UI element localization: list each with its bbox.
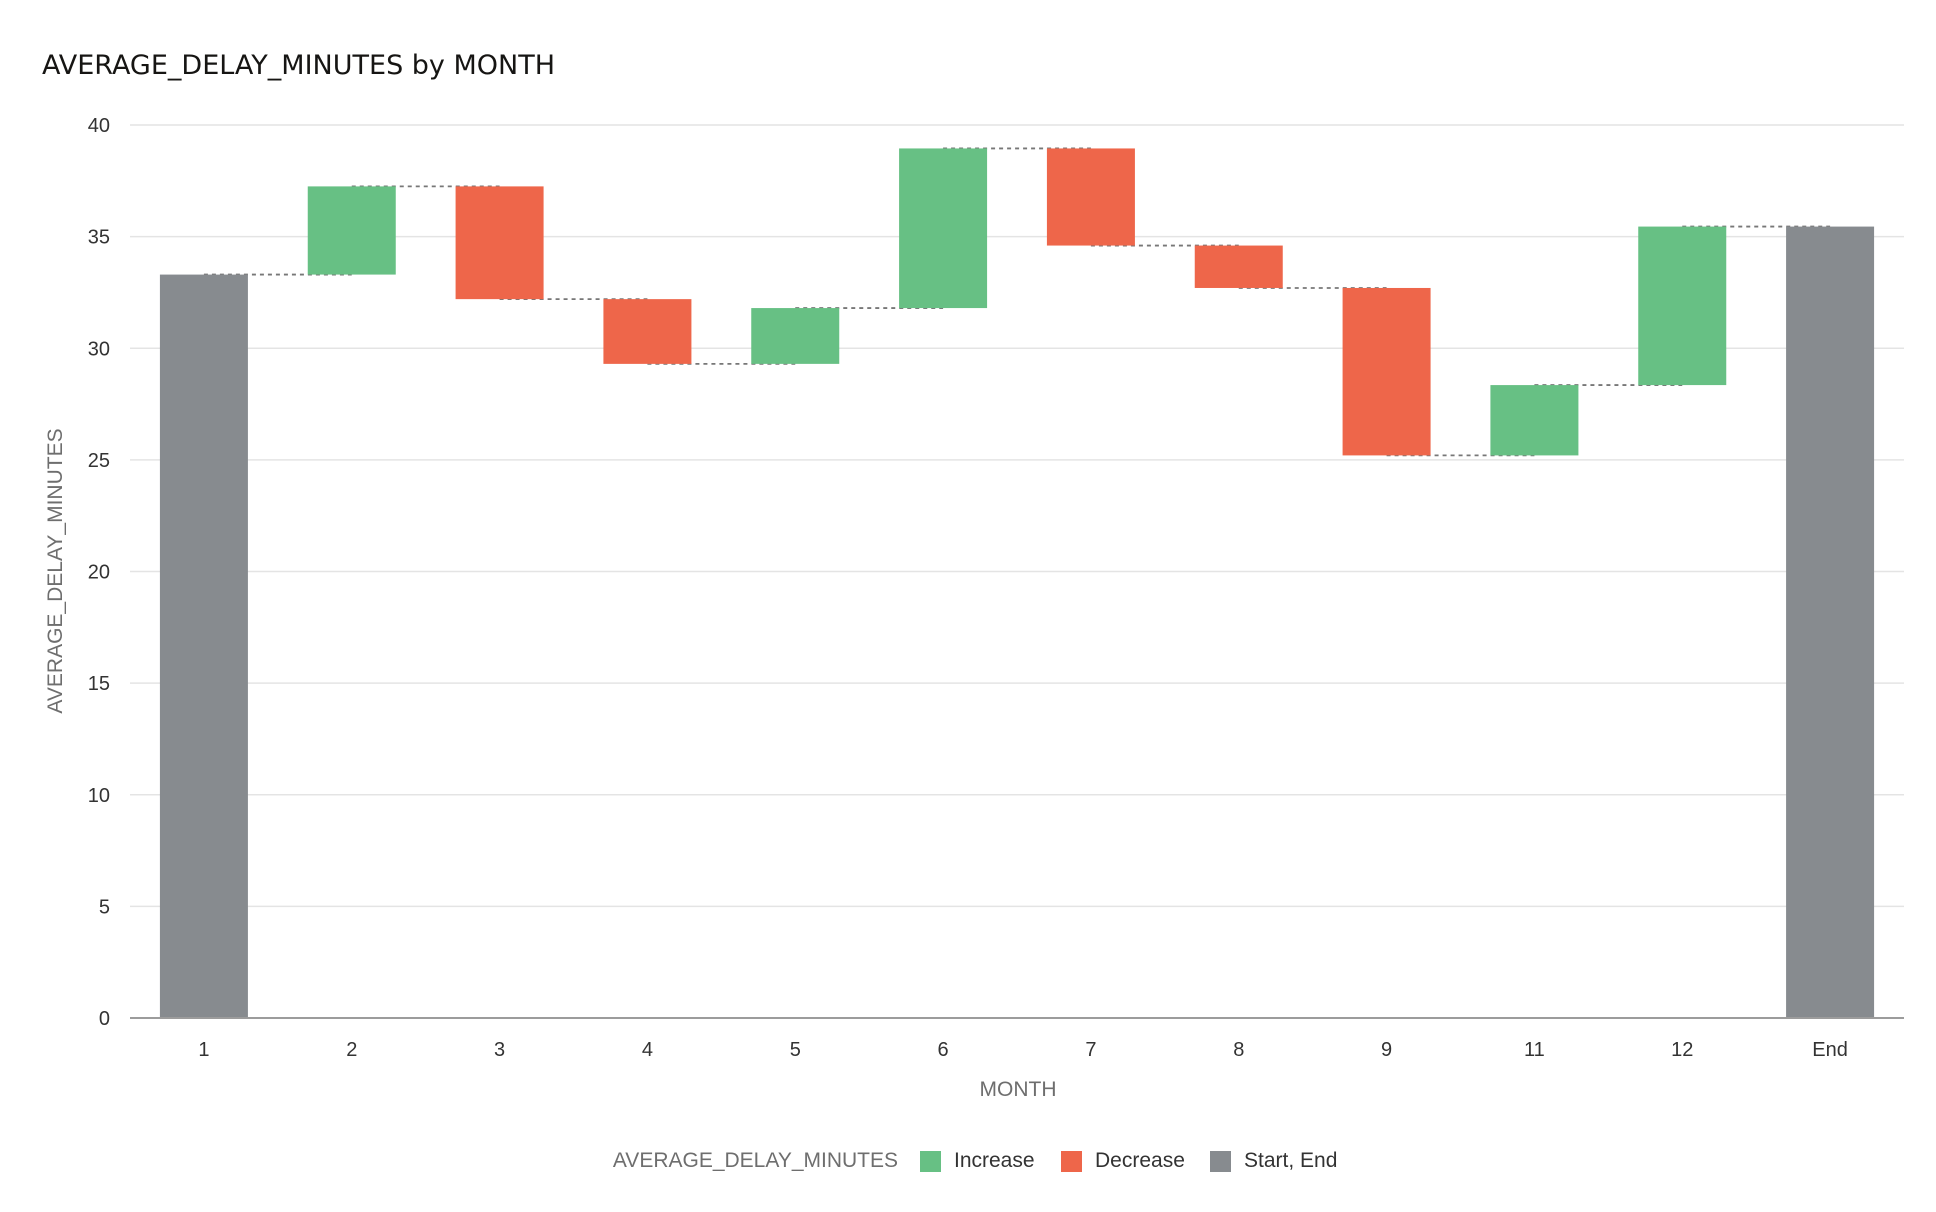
legend: AVERAGE_DELAY_MINUTES Increase Decrease … [613, 1149, 1338, 1172]
y-tick-label: 35 [88, 227, 110, 249]
x-axis-title: MONTH [980, 1078, 1057, 1101]
bar-8[interactable] [1195, 246, 1283, 288]
bars [160, 148, 1874, 1018]
x-tick-label: 1 [198, 1039, 209, 1061]
x-tick-label: 5 [790, 1039, 801, 1061]
x-tick-label: 9 [1381, 1039, 1392, 1061]
chart-title: AVERAGE_DELAY_MINUTES by MONTH [42, 50, 555, 81]
y-tick-label: 30 [88, 338, 110, 360]
y-tick-label: 0 [99, 1008, 110, 1030]
bar-End[interactable] [1786, 227, 1874, 1018]
bar-12[interactable] [1638, 227, 1726, 386]
gridlines [130, 125, 1904, 906]
x-tick-label: 4 [642, 1039, 653, 1061]
y-axis-ticks: 0 5 10 15 20 25 30 35 40 [88, 115, 110, 1030]
bar-11[interactable] [1490, 385, 1578, 455]
bar-5[interactable] [751, 308, 839, 364]
bar-7[interactable] [1047, 148, 1135, 245]
x-tick-label: 8 [1233, 1039, 1244, 1061]
bar-3[interactable] [456, 186, 544, 299]
legend-label-start-end[interactable]: Start, End [1244, 1149, 1337, 1172]
legend-swatch-decrease[interactable] [1061, 1151, 1082, 1172]
x-tick-label: 3 [494, 1039, 505, 1061]
y-tick-label: 15 [88, 673, 110, 695]
bar-6[interactable] [899, 148, 987, 308]
bar-9[interactable] [1343, 288, 1431, 455]
legend-swatch-start-end[interactable] [1210, 1151, 1231, 1172]
connectors [204, 148, 1830, 455]
y-axis-title: AVERAGE_DELAY_MINUTES [44, 428, 67, 713]
x-tick-label: 2 [346, 1039, 357, 1061]
bar-4[interactable] [603, 299, 691, 364]
bar-2[interactable] [308, 186, 396, 274]
y-tick-label: 5 [99, 896, 110, 918]
y-tick-label: 40 [88, 115, 110, 137]
legend-label-decrease[interactable]: Decrease [1095, 1149, 1185, 1172]
y-tick-label: 20 [88, 562, 110, 584]
legend-label-increase[interactable]: Increase [954, 1149, 1035, 1172]
x-tick-label: 7 [1085, 1039, 1096, 1061]
x-tick-label: 6 [938, 1039, 949, 1061]
x-tick-label: 12 [1671, 1039, 1693, 1061]
x-tick-label: End [1812, 1039, 1848, 1061]
x-axis-ticks: 1 2 3 4 5 6 7 8 9 11 12 End [198, 1039, 1848, 1061]
legend-swatch-increase[interactable] [920, 1151, 941, 1172]
legend-title: AVERAGE_DELAY_MINUTES [613, 1149, 898, 1172]
x-tick-label: 11 [1524, 1039, 1545, 1061]
bar-1[interactable] [160, 275, 248, 1018]
y-tick-label: 25 [88, 450, 110, 472]
y-tick-label: 10 [88, 785, 110, 807]
